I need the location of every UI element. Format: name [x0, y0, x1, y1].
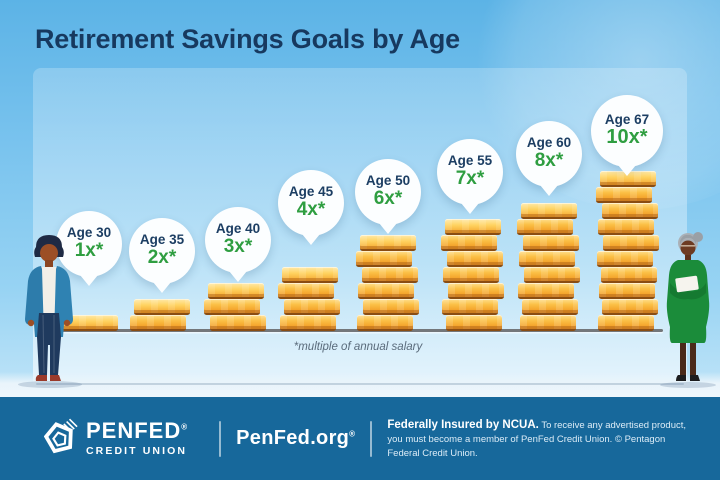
coin — [284, 299, 340, 315]
age-label: Age 60 — [526, 135, 572, 151]
coin — [441, 235, 497, 251]
coin — [598, 219, 654, 235]
floor-line — [36, 383, 684, 385]
website-text: PenFed.org — [236, 427, 350, 449]
coin — [278, 283, 334, 299]
coin — [519, 251, 575, 267]
coin-stack — [517, 203, 581, 331]
floor — [0, 372, 720, 397]
speech-bubble: Age 40 3x* — [205, 207, 271, 273]
website-link[interactable]: PenFed.org® — [236, 427, 355, 450]
coin — [523, 235, 579, 251]
coin — [442, 299, 498, 315]
age-label: Age 35 — [139, 232, 185, 248]
coin — [602, 299, 658, 315]
coin — [520, 315, 576, 331]
chart-footnote: *multiple of annual salary — [293, 341, 423, 353]
registered-mark: ® — [349, 429, 356, 439]
divider — [370, 420, 373, 457]
coin — [596, 187, 652, 203]
footer: PENFED® CREDIT UNION PenFed.org® Federal… — [0, 397, 720, 480]
speech-bubble: Age 30 1x* — [56, 211, 122, 277]
coin — [603, 235, 659, 251]
coin — [518, 283, 574, 299]
speech-bubble: Age 60 8x* — [516, 121, 582, 187]
multiplier-label: 10x* — [606, 126, 648, 149]
coin — [130, 315, 186, 331]
age-label: Age 45 — [288, 184, 334, 200]
coin — [356, 251, 412, 267]
coin-stack — [596, 171, 660, 331]
disclaimer-text: To receive any advertised product, you m… — [387, 420, 687, 459]
coin — [280, 315, 336, 331]
coin — [362, 267, 418, 283]
penfed-logo-icon — [43, 417, 78, 461]
disclaimer-bold: Federally Insured by NCUA. — [387, 419, 539, 432]
coin — [521, 203, 577, 219]
coin — [522, 299, 578, 315]
speech-bubble: Age 35 2x* — [129, 218, 195, 284]
coin — [599, 283, 655, 299]
coin — [597, 251, 653, 267]
coin-stack — [441, 219, 505, 331]
age-label: Age 40 — [215, 221, 261, 237]
coin — [448, 283, 504, 299]
brand-subtitle: CREDIT UNION — [86, 445, 188, 457]
age-label: Age 30 — [66, 225, 112, 241]
speech-bubble: Age 45 4x* — [278, 170, 344, 236]
speech-bubble: Age 55 7x* — [437, 139, 503, 205]
brand-name-text: PENFED — [86, 418, 182, 443]
multiplier-label: 3x* — [223, 236, 253, 258]
coin — [357, 315, 413, 331]
age-label: Age 67 — [604, 111, 650, 127]
coin — [62, 315, 118, 331]
coin — [204, 299, 260, 315]
coin — [134, 299, 190, 315]
coin-stack — [356, 235, 420, 331]
person-shadow — [660, 382, 716, 388]
person-shadow — [18, 381, 82, 388]
multiplier-label: 6x* — [373, 188, 403, 210]
coin — [447, 251, 503, 267]
coin — [524, 267, 580, 283]
coin — [208, 283, 264, 299]
age-label: Age 50 — [365, 173, 411, 189]
multiplier-label: 7x* — [455, 168, 485, 190]
disclaimer: Federally Insured by NCUA. To receive an… — [387, 417, 687, 460]
coin — [446, 315, 502, 331]
coin — [363, 299, 419, 315]
brand-name: PENFED® — [86, 420, 188, 442]
coin — [601, 267, 657, 283]
coin — [600, 171, 656, 187]
multiplier-label: 8x* — [534, 150, 564, 172]
multiplier-label: 4x* — [296, 199, 326, 221]
coin-stack — [130, 299, 194, 331]
coin — [358, 283, 414, 299]
coin — [282, 267, 338, 283]
coin — [602, 203, 658, 219]
coin — [598, 315, 654, 331]
coin — [210, 315, 266, 331]
coin-stack — [278, 267, 342, 331]
age-label: Age 55 — [447, 153, 493, 169]
brand-block: PENFED® CREDIT UNION — [86, 420, 188, 458]
registered-mark: ® — [181, 422, 189, 432]
multiplier-label: 1x* — [74, 240, 104, 262]
page-title: Retirement Savings Goals by Age — [35, 24, 460, 54]
coin — [445, 219, 501, 235]
coin — [443, 267, 499, 283]
speech-bubble: Age 50 6x* — [355, 159, 421, 225]
speech-bubble: Age 67 10x* — [591, 95, 663, 167]
senior-woman-illustration — [666, 232, 710, 381]
coin-stack — [204, 283, 268, 331]
divider — [219, 420, 222, 457]
coin — [360, 235, 416, 251]
coin-stack — [58, 315, 122, 331]
multiplier-label: 2x* — [147, 247, 177, 269]
young-woman-illustration — [25, 235, 73, 381]
coin — [517, 219, 573, 235]
